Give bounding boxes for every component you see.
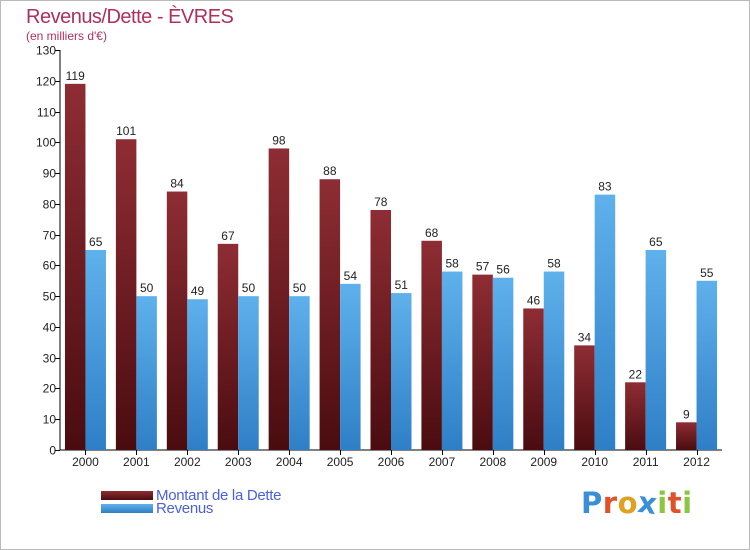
data-label-dette: 9 bbox=[683, 407, 690, 421]
chart-title: Revenus/Dette - ÈVRES bbox=[26, 6, 234, 28]
chart-subtitle: (en milliers d'€) bbox=[26, 29, 107, 43]
data-label-revenus: 56 bbox=[496, 263, 510, 277]
data-label-revenus: 58 bbox=[445, 257, 459, 271]
bar-revenus bbox=[645, 250, 667, 450]
data-label-dette: 22 bbox=[629, 367, 643, 381]
y-tick-label: 20 bbox=[43, 382, 57, 396]
x-tick-label: 2004 bbox=[276, 455, 303, 469]
bar-revenus bbox=[696, 280, 718, 450]
y-tick-label: 30 bbox=[43, 352, 57, 366]
bar-dette bbox=[625, 382, 646, 450]
x-tick-label: 2011 bbox=[633, 455, 659, 469]
legend-swatch-revenus bbox=[101, 503, 153, 513]
data-label-revenus: 58 bbox=[547, 257, 561, 271]
proxiti-logo: Proxiti bbox=[581, 484, 693, 522]
x-tick-label: 2001 bbox=[123, 455, 150, 469]
data-label-dette: 84 bbox=[170, 177, 184, 191]
x-tick-label: 2000 bbox=[72, 455, 99, 469]
logo-letter: o bbox=[617, 486, 639, 520]
bar-revenus bbox=[238, 296, 259, 450]
bar-revenus bbox=[136, 296, 157, 450]
bar-dette bbox=[472, 274, 493, 450]
x-tick-label: 2002 bbox=[174, 455, 201, 469]
data-label-revenus: 50 bbox=[242, 281, 256, 295]
legend-swatch-dette bbox=[101, 490, 153, 500]
logo-letter: x bbox=[635, 484, 660, 522]
x-tick-label: 2008 bbox=[479, 455, 506, 469]
data-label-dette: 68 bbox=[425, 226, 439, 240]
bar-dette bbox=[64, 83, 86, 450]
legend-item-revenus: Revenus bbox=[101, 499, 214, 517]
bar-revenus bbox=[340, 283, 361, 450]
bar-dette bbox=[217, 243, 239, 450]
x-tick-label: 2003 bbox=[225, 455, 252, 469]
data-label-dette: 34 bbox=[578, 330, 592, 344]
x-tick-label: 2007 bbox=[429, 455, 456, 469]
y-tick-label: 80 bbox=[43, 198, 57, 212]
data-label-revenus: 51 bbox=[395, 278, 409, 292]
bar-dette bbox=[370, 210, 391, 450]
x-tick-label: 2010 bbox=[581, 455, 608, 469]
bar-revenus bbox=[187, 299, 208, 450]
y-tick-label: 120 bbox=[36, 75, 56, 89]
legend-item-dette: Montant de la Dette bbox=[101, 486, 282, 504]
data-label-dette: 119 bbox=[66, 69, 85, 83]
logo-letter: i bbox=[682, 486, 693, 520]
y-tick-label: 70 bbox=[43, 229, 57, 243]
bar-revenus bbox=[594, 194, 616, 450]
y-tick-label: 100 bbox=[36, 136, 56, 150]
bar-revenus bbox=[289, 296, 310, 450]
data-label-revenus: 49 bbox=[191, 284, 205, 298]
bar-dette bbox=[523, 308, 544, 450]
data-label-revenus: 55 bbox=[700, 266, 714, 280]
y-tick-label: 10 bbox=[43, 413, 57, 427]
logo-letter: i bbox=[657, 486, 668, 520]
x-tick-label: 2005 bbox=[327, 455, 354, 469]
data-label-dette: 101 bbox=[116, 124, 136, 138]
data-label-revenus: 65 bbox=[89, 235, 103, 249]
y-tick-label: 50 bbox=[43, 290, 57, 304]
bar-dette bbox=[268, 148, 290, 450]
x-tick-label: 2012 bbox=[683, 455, 710, 469]
data-label-revenus: 54 bbox=[344, 269, 358, 283]
bar-dette bbox=[421, 240, 442, 450]
bar-revenus bbox=[441, 271, 463, 450]
bar-dette bbox=[676, 422, 697, 450]
data-label-dette: 46 bbox=[527, 293, 541, 307]
legend-label-revenus: Revenus bbox=[156, 499, 214, 517]
bar-dette bbox=[319, 179, 341, 450]
data-label-revenus: 50 bbox=[140, 281, 154, 295]
bar-revenus bbox=[492, 277, 514, 450]
x-tick-label: 2009 bbox=[530, 455, 557, 469]
y-tick-label: 90 bbox=[43, 167, 57, 181]
legend-label-dette: Montant de la Dette bbox=[156, 486, 282, 504]
logo-letter: r bbox=[602, 486, 618, 520]
bar-revenus bbox=[391, 293, 412, 450]
bar-revenus bbox=[543, 271, 565, 450]
bar-revenus bbox=[85, 250, 106, 450]
x-tick-label: 2006 bbox=[378, 455, 405, 469]
y-tick-label: 60 bbox=[43, 259, 57, 273]
y-tick-label: 130 bbox=[36, 44, 56, 58]
data-label-dette: 98 bbox=[272, 133, 286, 147]
logo-letter: t bbox=[667, 486, 683, 520]
y-tick-label: 110 bbox=[37, 106, 56, 120]
data-label-dette: 57 bbox=[476, 260, 490, 274]
y-tick-label: 0 bbox=[49, 444, 56, 458]
bar-dette bbox=[115, 139, 137, 450]
bar-dette bbox=[166, 191, 188, 451]
data-label-revenus: 50 bbox=[293, 281, 307, 295]
data-label-revenus: 65 bbox=[649, 235, 663, 249]
data-label-dette: 78 bbox=[374, 195, 388, 209]
bar-dette bbox=[574, 345, 595, 450]
y-tick-label: 40 bbox=[43, 321, 57, 335]
data-label-revenus: 83 bbox=[598, 180, 612, 194]
logo-letter: P bbox=[581, 486, 603, 520]
data-label-dette: 67 bbox=[221, 229, 235, 243]
data-label-dette: 88 bbox=[323, 164, 337, 178]
